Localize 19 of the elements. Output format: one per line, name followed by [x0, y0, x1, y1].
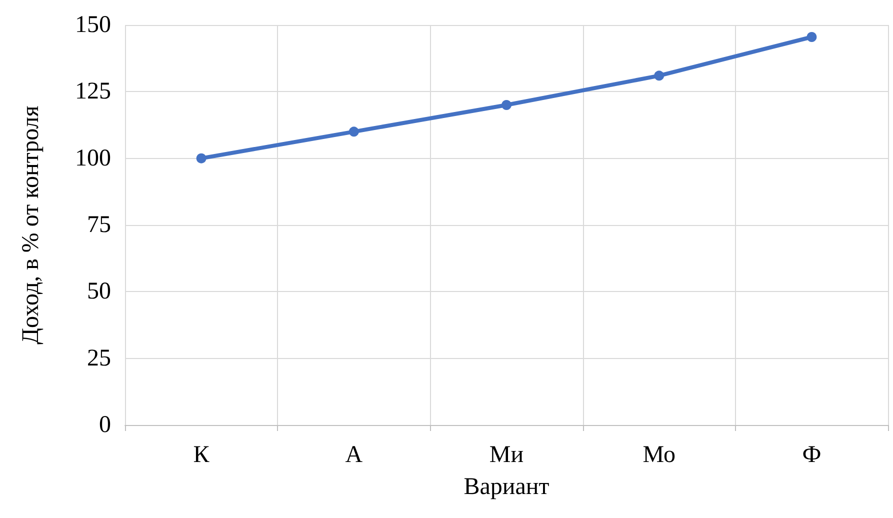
point [502, 100, 512, 110]
point [806, 32, 817, 42]
y-tick-label: 125 [75, 78, 111, 105]
y-tick-label: 100 [75, 145, 111, 172]
x-tick-label: Ф [802, 442, 822, 468]
point [348, 126, 359, 137]
point [196, 153, 206, 164]
point [654, 70, 664, 81]
x-tick-label: Ми [489, 442, 524, 468]
y-tick-label: 150 [75, 12, 111, 38]
x-tick-label: А [345, 442, 364, 468]
x-axis-title: Вариант [464, 474, 550, 500]
x-tick-label: Мо [642, 442, 676, 468]
y-tick-label: 50 [87, 278, 111, 305]
y-tick-label: 25 [87, 345, 111, 372]
y-axis-title: Доход, в % от контроля [18, 106, 44, 344]
y-tick-label: 75 [87, 212, 111, 238]
x-tick-label: К [193, 442, 210, 468]
y-tick-label: 0 [99, 412, 111, 438]
